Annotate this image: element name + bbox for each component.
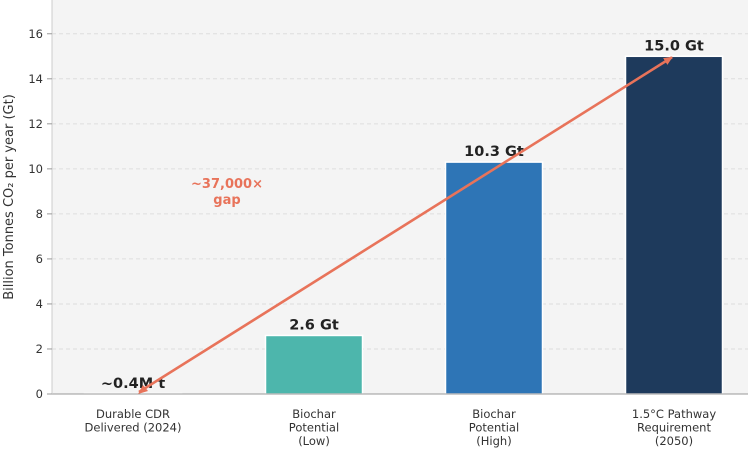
arrow-tail-head	[138, 385, 148, 394]
x-tick-label: Biochar Potential (Low)	[289, 407, 339, 448]
value-label: 2.6 Gt	[289, 317, 339, 333]
gap-annotation: ~37,000× gap	[191, 177, 263, 208]
y-tick-label: 10	[28, 162, 43, 176]
x-tick-label: 1.5°C Pathway Requirement (2050)	[632, 407, 716, 448]
x-tick-label: Biochar Potential (High)	[469, 407, 519, 448]
y-tick-label: 14	[28, 72, 43, 86]
bars	[83, 55, 724, 395]
bar	[624, 55, 724, 395]
gap-arrow	[138, 56, 673, 394]
y-tick-label: 16	[28, 27, 43, 41]
value-labels: ~0.4M t 2.6 Gt 10.3 Gt 15.0 Gt	[101, 38, 704, 392]
y-tick-label: 2	[36, 342, 43, 356]
gridlines	[52, 33, 748, 350]
bar	[264, 334, 364, 395]
y-tick-labels: 0 2 4 6 8 10 12 14 16	[28, 27, 52, 401]
value-label: ~0.4M t	[101, 376, 165, 392]
y-tick-label: 8	[36, 207, 43, 221]
value-label: 10.3 Gt	[464, 144, 524, 160]
y-tick-label: 12	[28, 117, 43, 131]
y-tick-label: 0	[36, 387, 43, 401]
y-axis-label: Billion Tonnes CO₂ per year (Gt)	[2, 94, 17, 300]
x-tick-labels: Durable CDR Delivered (2024) Biochar Potent…	[85, 407, 717, 448]
y-tick-label: 4	[36, 297, 43, 311]
value-label: 15.0 Gt	[644, 38, 704, 54]
x-tick-label: Durable CDR Delivered (2024)	[85, 407, 182, 435]
y-tick-label: 6	[36, 252, 43, 266]
bar	[444, 161, 544, 395]
